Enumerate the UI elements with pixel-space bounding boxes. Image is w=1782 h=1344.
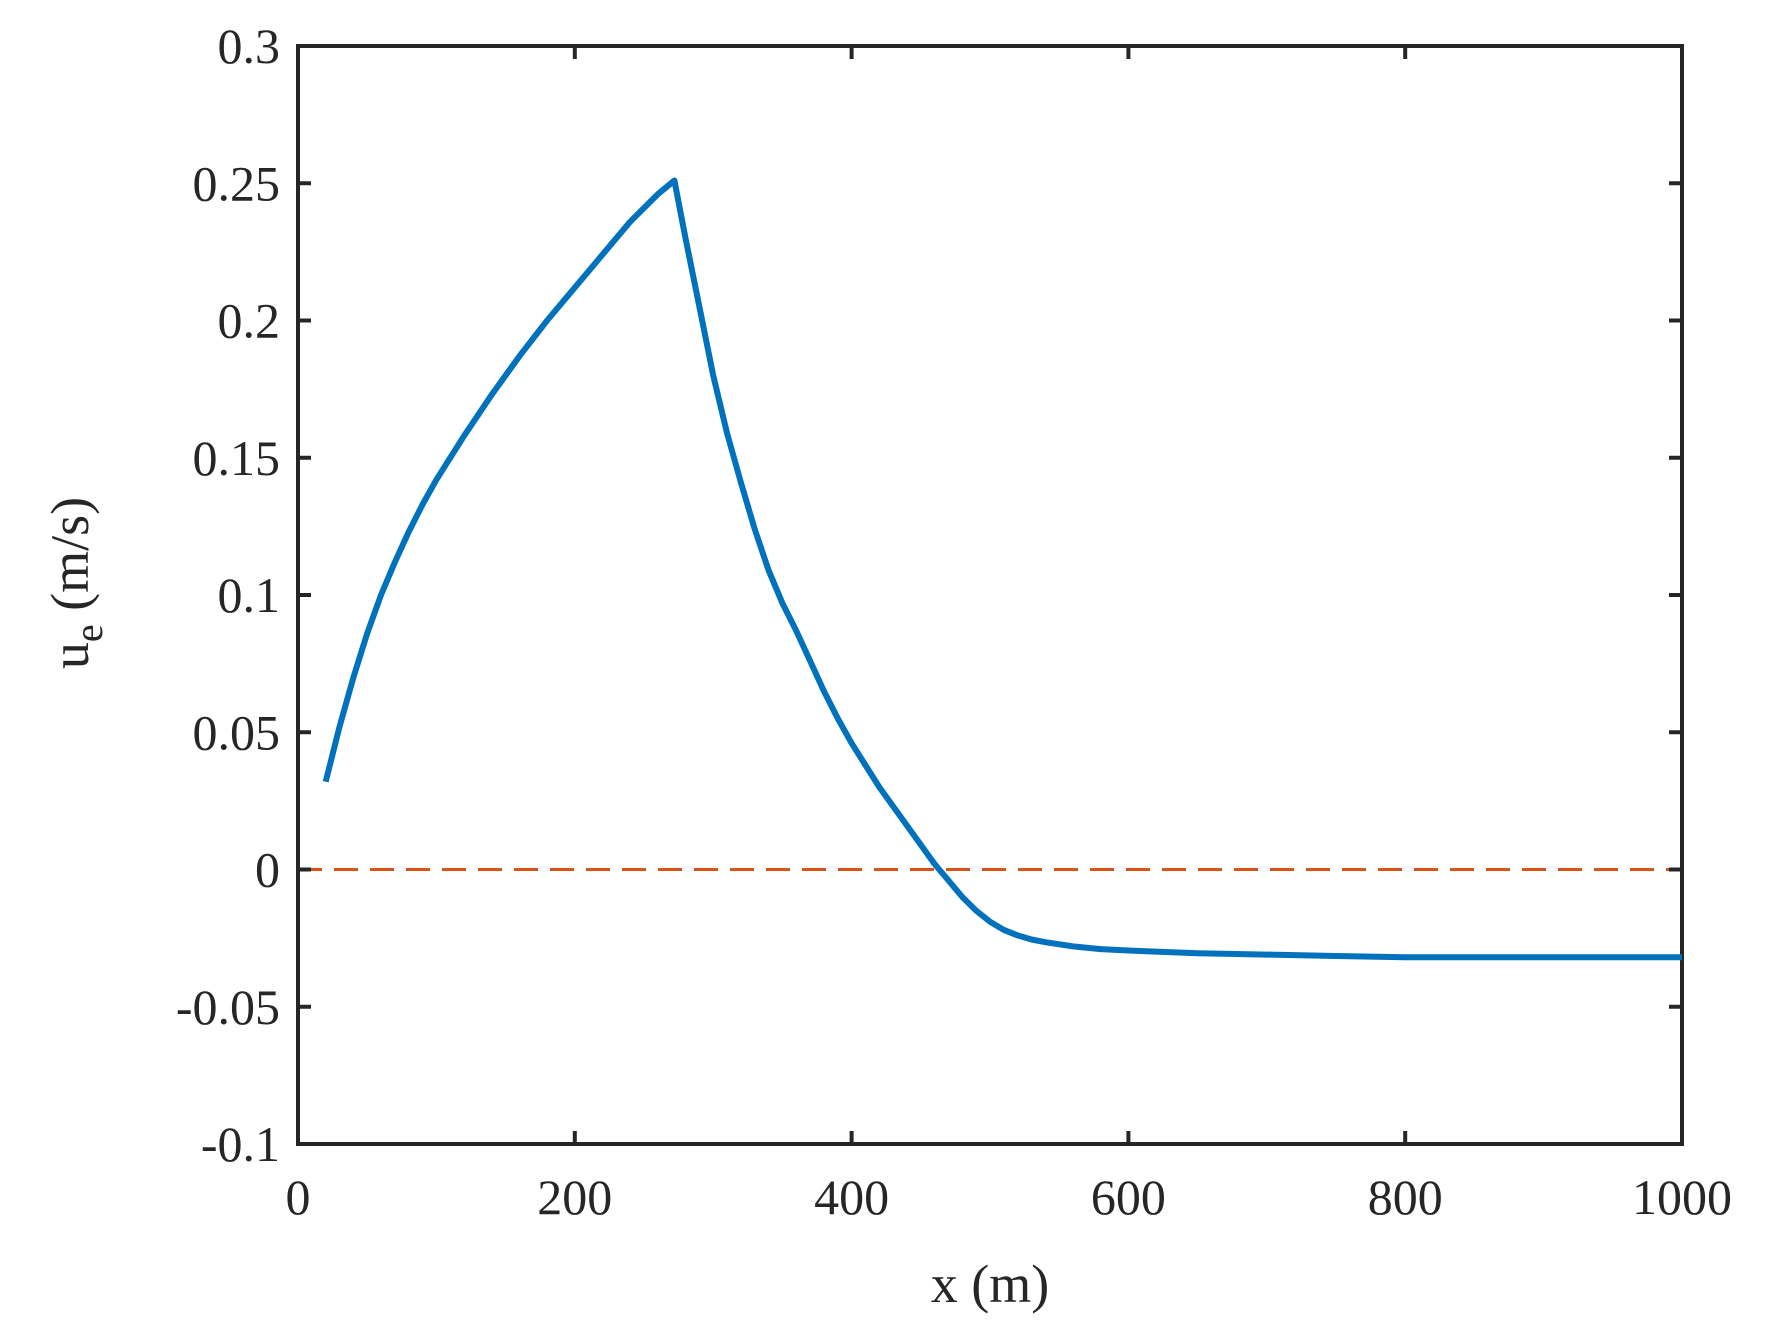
x-tick-labels: 0 200 400 600 800 1000 [286, 1169, 1733, 1225]
x-axis-label: x (m) [931, 1254, 1049, 1314]
y-tick-label: 0.3 [218, 18, 281, 74]
x-tick-label: 600 [1091, 1169, 1166, 1225]
y-tick-label: -0.1 [201, 1116, 280, 1172]
y-tick-label: -0.05 [176, 979, 280, 1035]
y-tick-labels: -0.1 -0.05 0 0.05 0.1 0.15 0.2 0.25 0.3 [176, 18, 280, 1172]
y-tick-label: 0.25 [193, 155, 281, 211]
x-tick-label: 200 [537, 1169, 612, 1225]
x-tick-label: 1000 [1632, 1169, 1732, 1225]
axes-box [296, 44, 1684, 1146]
y-tick-label: 0.15 [193, 430, 281, 486]
y-axis-label-units: (m/s) [40, 497, 100, 625]
x-tick-label: 0 [286, 1169, 311, 1225]
y-tick-label: 0 [255, 842, 280, 898]
y-tick-label: 0.1 [218, 567, 281, 623]
ticks-layer [296, 44, 1684, 1146]
y-tick-label: 0.05 [193, 704, 281, 760]
y-axis-label: ue (m/s) [40, 497, 111, 669]
plot-area [296, 44, 1684, 1146]
y-tick-label: 0.2 [218, 293, 281, 349]
x-tick-label: 800 [1368, 1169, 1443, 1225]
series-line-0 [322, 177, 1682, 961]
y-axis-label-subscript: e [66, 624, 111, 642]
y-axis-label-main: u [40, 642, 100, 669]
x-tick-label: 400 [814, 1169, 889, 1225]
series-layer [298, 177, 1682, 961]
